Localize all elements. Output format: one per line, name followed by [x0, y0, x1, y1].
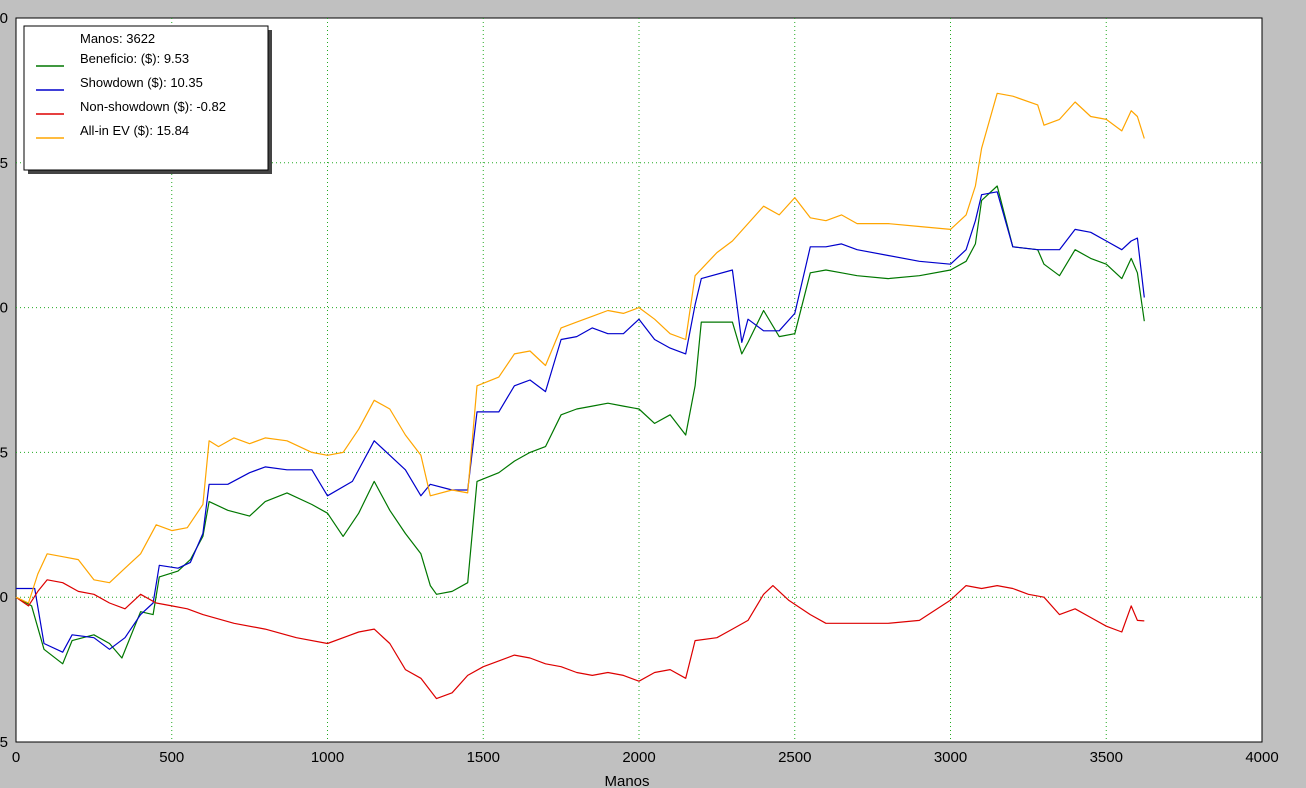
- legend-label: All-in EV ($): 15.84: [80, 123, 189, 138]
- y-tick-label: 0: [0, 300, 8, 317]
- y-tick-label: 5: [0, 155, 8, 172]
- legend-box: [23, 25, 269, 171]
- legend-label: Showdown ($): 10.35: [80, 75, 203, 90]
- y-tick-labels: 5 0 5 0 5 0: [0, 10, 8, 751]
- y-tick-label: 5: [0, 734, 8, 751]
- x-tick-label: 2500: [778, 749, 811, 766]
- y-tick-label: 0: [0, 10, 8, 27]
- series-line: [15, 579, 1145, 700]
- x-tick-label: 4000: [1245, 749, 1278, 766]
- x-tick-label: 0: [12, 749, 20, 766]
- legend-entries: Beneficio: ($): 9.53 Showdown ($): 10.35 N…: [36, 51, 226, 139]
- x-tick-label: 1000: [311, 749, 344, 766]
- y-tick-label: 5: [0, 444, 8, 461]
- x-tick-label: 500: [159, 749, 184, 766]
- legend-label: Beneficio: ($): 9.53: [80, 51, 189, 66]
- legend: Manos: 3622 Beneficio: ($): 9.53 Showdown…: [23, 25, 272, 174]
- x-axis-title: Manos: [604, 773, 649, 788]
- series-line: [15, 92, 1145, 604]
- series-line: [16, 191, 1145, 653]
- x-tick-label: 3000: [934, 749, 967, 766]
- legend-header: Manos: 3622: [80, 31, 155, 46]
- x-tick-label: 2000: [622, 749, 655, 766]
- x-tick-labels: 0 500 1000 1500 2000 2500 3000 3500 4000: [12, 749, 1279, 766]
- y-tick-label: 0: [0, 589, 8, 606]
- legend-label: Non-showdown ($): -0.82: [80, 99, 226, 114]
- series-lines: [15, 92, 1145, 700]
- x-tick-label: 3500: [1090, 749, 1123, 766]
- x-tick-label: 1500: [467, 749, 500, 766]
